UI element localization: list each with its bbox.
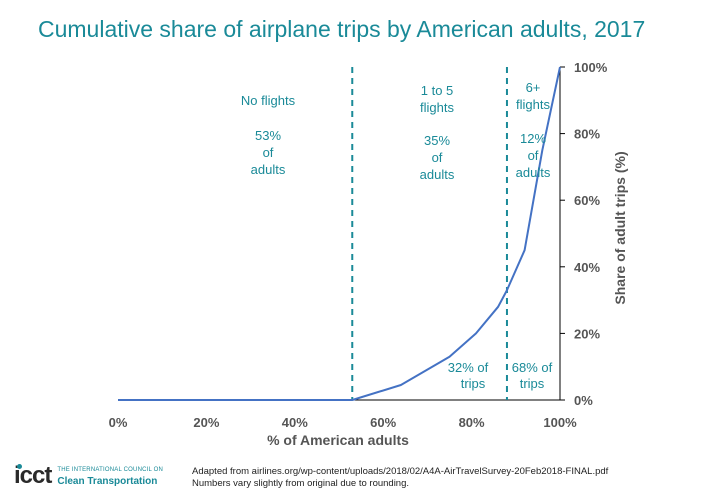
segment-1to5-of: of <box>432 150 443 165</box>
segment-6plus-of: of <box>528 148 539 163</box>
y-tick-label: 100% <box>574 60 608 75</box>
segment-6plus-label-line1: 6+ <box>526 80 541 95</box>
segment-no-flights-share: 53% <box>255 128 281 143</box>
trips-word-left: trips <box>461 376 486 391</box>
segment-6plus-who: adults <box>516 165 551 180</box>
series-group <box>118 66 561 401</box>
trips-word-right: trips <box>520 376 545 391</box>
source-line: Adapted from airlines.org/wp-content/upl… <box>192 466 609 477</box>
x-tick-label: 0% <box>109 415 128 430</box>
chart-title: Cumulative share of airplane trips by Am… <box>38 16 646 42</box>
logo-org-line: THE INTERNATIONAL COUNCIL ON <box>57 467 164 473</box>
segment-1to5-label-line1: 1 to 5 <box>421 83 454 98</box>
logo-dot-icon <box>17 464 22 469</box>
segment-no-flights-who: adults <box>251 162 286 177</box>
segment-no-flights-of: of <box>263 145 274 160</box>
segment-6plus-share: 12% <box>520 131 546 146</box>
y-axis-title: Share of adult trips (%) <box>612 151 628 304</box>
trips-share-left: 32% of <box>448 360 489 375</box>
y-tick-label: 20% <box>574 326 600 341</box>
segment-1to5-label-line2: flights <box>420 100 454 115</box>
logo-mark: icct <box>14 462 52 490</box>
logo-org-name: Clean Transportation <box>57 476 158 487</box>
segment-dividers <box>351 67 508 400</box>
x-axis-title: % of American adults <box>267 432 409 448</box>
x-tick-label: 80% <box>459 415 485 430</box>
segment-6plus-label-line2: flights <box>516 97 550 112</box>
trips-share-right: 68% of <box>512 360 553 375</box>
x-tick-label: 40% <box>282 415 308 430</box>
y-tick-label: 60% <box>574 193 600 208</box>
x-tick-label: 60% <box>370 415 396 430</box>
segment-1to5-share: 35% <box>424 133 450 148</box>
x-tick-label: 100% <box>543 415 577 430</box>
segment-1to5-who: adults <box>420 167 455 182</box>
segment-no-flights-label: No flights <box>241 93 296 108</box>
rounding-note: Numbers vary slightly from original due … <box>192 478 410 489</box>
annotations: No flights 53% of adults 1 to 5 flights … <box>241 80 553 391</box>
y-tick-label: 80% <box>574 127 600 142</box>
y-tick-label: 40% <box>574 260 600 275</box>
cumulative-trips-line <box>118 66 561 401</box>
y-tick-label: 0% <box>574 393 593 408</box>
axes: 0% 20% 40% 60% 80% 100% 0% 20% 40% 60% 80% 100% <box>109 60 608 430</box>
logo-text: THE INTERNATIONAL COUNCIL ON Clean Trans… <box>57 465 163 487</box>
source-note: Adapted from airlines.org/wp-content/upl… <box>192 466 608 490</box>
x-tick-label: 20% <box>193 415 219 430</box>
icct-logo: icct THE INTERNATIONAL COUNCIL ON Clean … <box>14 462 163 490</box>
